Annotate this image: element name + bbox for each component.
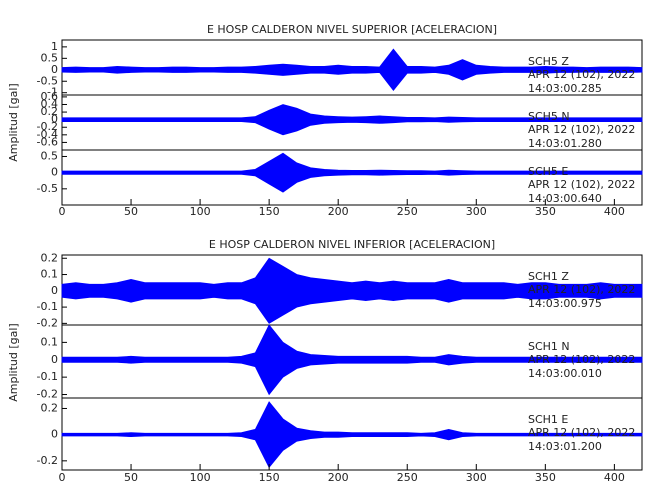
trace-date: APR 12 (102), 2022 <box>528 178 635 191</box>
x-tick-label: 300 <box>466 471 487 484</box>
trace-name: SCH1 Z <box>528 270 569 283</box>
x-tick-label: 150 <box>259 205 280 218</box>
y-tick-label: -0.2 <box>37 120 58 133</box>
trace-date: APR 12 (102), 2022 <box>528 426 635 439</box>
y-tick-label: -0.4 <box>37 128 58 141</box>
trace-time: 14:03:01.280 <box>528 137 602 150</box>
x-tick-label: 0 <box>59 471 66 484</box>
y-axis-label: Amplitud [gal] <box>7 323 20 401</box>
trace-name: SCH1 E <box>528 413 568 426</box>
trace-name: SCH5 E <box>528 165 568 178</box>
y-tick-label: 0.2 <box>41 105 59 118</box>
x-tick-label: 0 <box>59 205 66 218</box>
y-tick-label: -1 <box>47 86 58 99</box>
chart-title: E HOSP CALDERON NIVEL SUPERIOR [ACELERAC… <box>207 23 497 36</box>
trace-date: APR 12 (102), 2022 <box>528 68 635 81</box>
y-tick-label: 1 <box>51 40 58 53</box>
y-tick-label: 0.5 <box>41 51 59 64</box>
y-tick-label: -0.1 <box>37 300 58 313</box>
y-tick-label: 0.6 <box>41 90 59 103</box>
x-tick-label: 350 <box>535 471 556 484</box>
x-tick-label: 50 <box>124 471 138 484</box>
x-tick-label: 400 <box>604 205 625 218</box>
trace-date: APR 12 (102), 2022 <box>528 123 635 136</box>
y-tick-label: -0.2 <box>37 388 58 401</box>
y-tick-label: 0 <box>51 166 58 179</box>
y-tick-label: -0.5 <box>37 74 58 87</box>
y-tick-label: -0.6 <box>37 135 58 148</box>
y-tick-label: 0 <box>51 113 58 126</box>
x-tick-label: 250 <box>397 471 418 484</box>
trace-time: 14:03:00.975 <box>528 297 602 310</box>
y-tick-label: 0.4 <box>41 97 59 110</box>
y-tick-label: 0.2 <box>41 251 59 264</box>
trace-time: 14:03:00.285 <box>528 82 602 95</box>
x-tick-label: 50 <box>124 205 138 218</box>
y-tick-label: 0.1 <box>41 268 59 281</box>
x-tick-label: 150 <box>259 471 280 484</box>
x-tick-label: 300 <box>466 205 487 218</box>
trace-time: 14:03:01.200 <box>528 440 602 453</box>
trace-name: SCH5 N <box>528 110 570 123</box>
chart-title: E HOSP CALDERON NIVEL INFERIOR [ACELERAC… <box>209 238 495 251</box>
trace-time: 14:03:00.640 <box>528 192 602 205</box>
x-tick-label: 200 <box>328 471 349 484</box>
y-tick-label: 0.5 <box>41 149 59 162</box>
x-tick-label: 100 <box>190 471 211 484</box>
y-tick-label: -0.2 <box>37 454 58 467</box>
x-tick-label: 100 <box>190 205 211 218</box>
y-tick-label: 0 <box>51 284 58 297</box>
y-tick-label: 0 <box>51 428 58 441</box>
x-tick-label: 250 <box>397 205 418 218</box>
y-tick-label: 0 <box>51 63 58 76</box>
x-tick-label: 400 <box>604 471 625 484</box>
trace-time: 14:03:00.010 <box>528 367 602 380</box>
y-tick-label: -0.2 <box>37 316 58 329</box>
x-tick-label: 350 <box>535 205 556 218</box>
y-axis-label: Amplitud [gal] <box>7 83 20 161</box>
y-tick-label: 0.2 <box>41 401 59 414</box>
trace-date: APR 12 (102), 2022 <box>528 283 635 296</box>
y-tick-label: 0 <box>51 353 58 366</box>
y-tick-label: -0.1 <box>37 370 58 383</box>
trace-name: SCH1 N <box>528 340 570 353</box>
x-tick-label: 200 <box>328 205 349 218</box>
y-tick-label: 0.1 <box>41 335 59 348</box>
trace-frame <box>61 149 643 206</box>
trace-name: SCH5 Z <box>528 55 569 68</box>
y-tick-label: -0.5 <box>37 182 58 195</box>
trace-date: APR 12 (102), 2022 <box>528 353 635 366</box>
